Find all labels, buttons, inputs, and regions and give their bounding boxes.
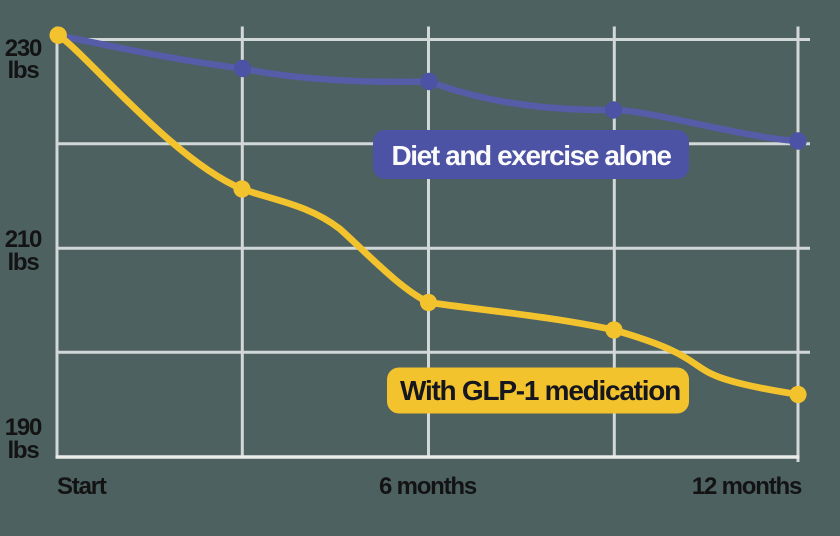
- svg-text:Diet and exercise alone: Diet and exercise alone: [391, 140, 671, 171]
- svg-text:210: 210: [5, 226, 42, 253]
- svg-text:6 months: 6 months: [379, 473, 477, 500]
- svg-text:Start: Start: [57, 473, 107, 500]
- svg-text:lbs: lbs: [7, 437, 39, 464]
- svg-text:lbs: lbs: [7, 57, 39, 84]
- svg-text:230: 230: [5, 35, 42, 62]
- svg-text:190: 190: [5, 414, 42, 441]
- svg-text:12 months: 12 months: [692, 473, 802, 500]
- svg-text:With GLP-1 medication: With GLP-1 medication: [400, 375, 680, 406]
- svg-text:lbs: lbs: [7, 249, 39, 276]
